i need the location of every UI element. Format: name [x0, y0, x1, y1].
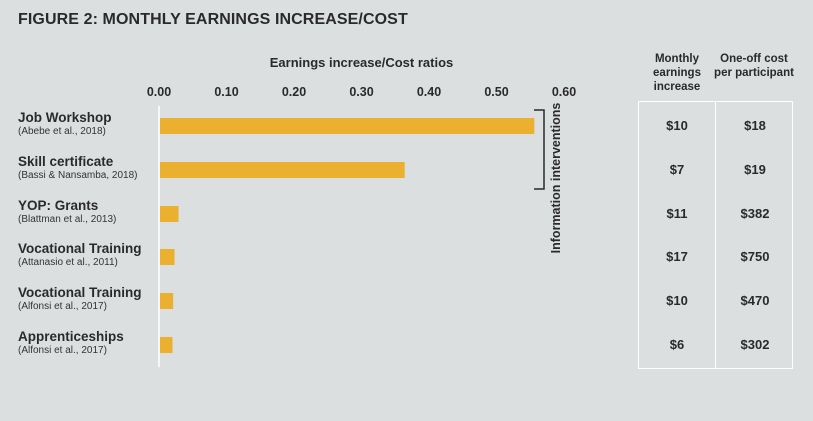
- x-tick-label: 0.40: [417, 85, 441, 99]
- x-tick-label: 0.20: [282, 85, 306, 99]
- category-label: Vocational Training: [18, 241, 142, 256]
- category-source: (Attanasio et al., 2011): [18, 257, 118, 268]
- one-off-cost-cell: $19: [744, 162, 766, 177]
- category-label: YOP: Grants: [18, 198, 98, 213]
- table-header-one-off-cost: One-off cost per participant: [714, 53, 794, 79]
- one-off-cost-cell: $750: [740, 249, 770, 264]
- category-label: Vocational Training: [18, 285, 142, 300]
- category-label: Skill certificate: [18, 154, 114, 169]
- monthly-earnings-cell: $7: [669, 162, 685, 177]
- monthly-earnings-cell: $11: [666, 206, 688, 221]
- category-source: (Bassi & Nansamba, 2018): [18, 170, 138, 181]
- bracket-label: Information interventions: [549, 103, 563, 254]
- x-tick-label: 0.50: [484, 85, 508, 99]
- monthly-earnings-cell: $10: [666, 118, 688, 133]
- bar: [160, 337, 173, 353]
- category-label: Job Workshop: [18, 110, 112, 125]
- monthly-earnings-cell: $17: [666, 249, 688, 264]
- x-tick-label: 0.60: [552, 85, 576, 99]
- bar: [160, 162, 405, 178]
- x-tick-label: 0.10: [214, 85, 238, 99]
- table-divider: [715, 101, 716, 369]
- category-source: (Alfonsi et al., 2017): [18, 301, 107, 312]
- category-source: (Abebe et al., 2018): [18, 126, 106, 137]
- one-off-cost-cell: $18: [744, 118, 766, 133]
- figure-title: FIGURE 2: MONTHLY EARNINGS INCREASE/COST: [18, 11, 408, 28]
- monthly-earnings-cell: $10: [666, 293, 688, 308]
- one-off-cost-cell: $382: [740, 206, 770, 221]
- one-off-cost-cell: $470: [740, 293, 770, 308]
- bar: [160, 206, 179, 222]
- bar: [160, 249, 175, 265]
- table-header-monthly-earnings: Monthly earnings increase: [653, 53, 701, 93]
- category-label: Apprenticeships: [18, 329, 124, 344]
- category-source: (Blattman et al., 2013): [18, 214, 116, 225]
- x-tick-label: 0.00: [147, 85, 171, 99]
- monthly-earnings-cell: $6: [669, 337, 685, 352]
- x-tick-label: 0.30: [349, 85, 373, 99]
- bar: [160, 118, 535, 134]
- x-axis-title: Earnings increase/Cost ratios: [270, 55, 454, 70]
- one-off-cost-cell: $302: [740, 337, 770, 352]
- bracket: [534, 109, 545, 190]
- bar: [160, 293, 174, 309]
- category-source: (Alfonsi et al., 2017): [18, 345, 107, 356]
